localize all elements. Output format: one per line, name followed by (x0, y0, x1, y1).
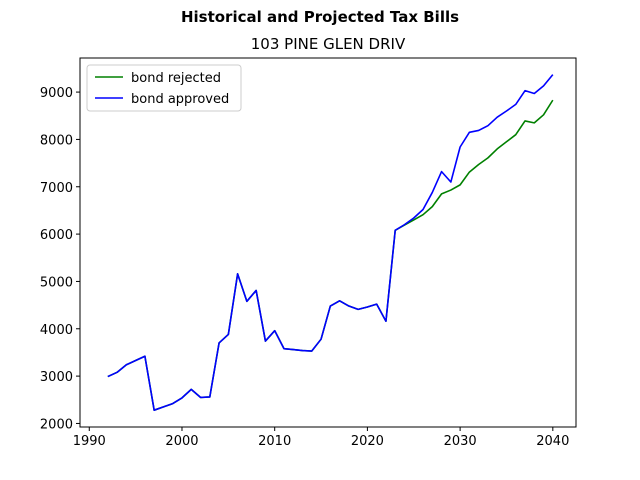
legend: bond rejected bond approved (86, 64, 242, 112)
series-line-bond-rejected (107, 99, 554, 411)
y-tick-label-6000: 6000 (40, 228, 73, 243)
plot-frame (79, 57, 577, 428)
legend-label-bond-rejected: bond rejected (131, 71, 221, 86)
x-tick-label-2010: 2010 (258, 434, 291, 449)
x-tick-label-2030: 2030 (444, 434, 477, 449)
legend-label-bond-approved: bond approved (131, 92, 229, 107)
y-tick-label-4000: 4000 (40, 323, 73, 338)
x-tick-label-2040: 2040 (536, 434, 569, 449)
chart-suptitle: Historical and Projected Tax Bills (181, 8, 459, 26)
axes-frame (79, 57, 577, 428)
legend-box (86, 64, 242, 112)
series-line-bond-approved (107, 74, 554, 411)
y-tick-label-9000: 9000 (40, 86, 73, 101)
y-tick-label-7000: 7000 (40, 181, 73, 196)
y-tick-label-3000: 3000 (40, 370, 73, 385)
x-tick-label-2020: 2020 (351, 434, 384, 449)
x-tick-label-2000: 2000 (165, 434, 198, 449)
y-tick-label-8000: 8000 (40, 133, 73, 148)
axes: 1990 2000 2010 2020 2030 20402000300040005000… (40, 86, 569, 449)
y-tick-label-2000: 2000 (40, 417, 73, 432)
x-tick-label-1990: 1990 (73, 434, 106, 449)
plot-lines (107, 74, 554, 411)
y-tick-label-5000: 5000 (40, 275, 73, 290)
chart-title: 103 PINE GLEN DRIV (251, 35, 406, 53)
